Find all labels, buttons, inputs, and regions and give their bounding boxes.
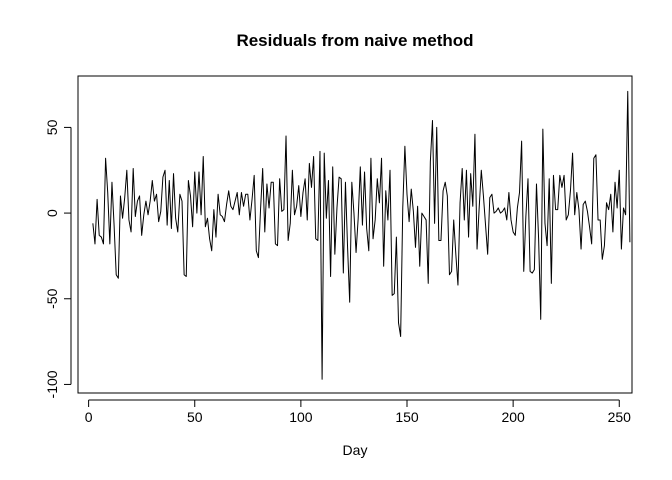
x-axis: 0 50 100 150 200 250 [85, 399, 632, 425]
x-tick-label: 50 [187, 409, 203, 425]
y-axis: -100 -50 0 50 [44, 119, 72, 398]
y-tick-label: -100 [44, 370, 60, 398]
y-tick-label: -50 [44, 288, 60, 308]
x-tick-label: 200 [501, 409, 525, 425]
x-axis-label: Day [343, 442, 368, 458]
x-tick-label: 0 [85, 409, 93, 425]
chart-title: Residuals from naive method [236, 31, 473, 50]
x-tick-label: 100 [289, 409, 313, 425]
x-tick-label: 250 [608, 409, 632, 425]
y-tick-label: 50 [44, 119, 60, 135]
plot-frame [77, 75, 633, 394]
residual-series-line [92, 90, 631, 380]
y-tick-label: 0 [44, 209, 60, 217]
x-tick-label: 150 [395, 409, 419, 425]
